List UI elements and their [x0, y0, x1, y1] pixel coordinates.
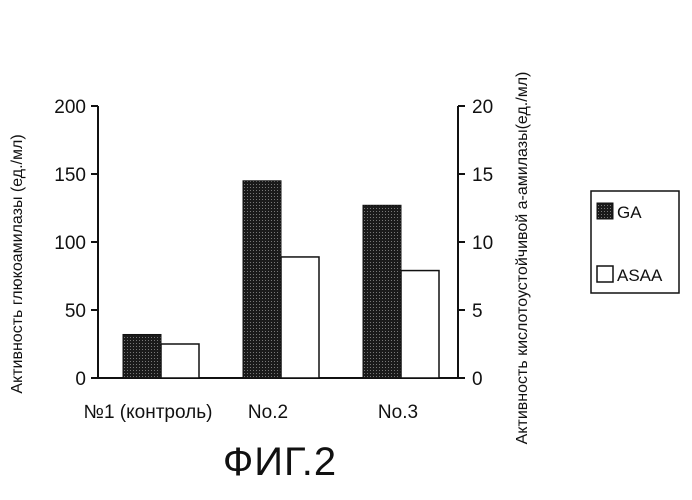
left-tick-label: 150 — [54, 165, 86, 186]
legend-label-asaa: ASAA — [617, 266, 663, 285]
legend-swatch-asaa — [596, 265, 614, 283]
bar-asaa-3 — [400, 269, 440, 379]
figure-label: ФИГ.2 — [222, 440, 338, 484]
legend-label-ga: GA — [617, 203, 642, 222]
left-tick-label: 100 — [54, 233, 86, 254]
bar-ga-3 — [362, 204, 402, 379]
left-tick-label: 50 — [65, 301, 86, 322]
right-axis-ticks: 0 5 10 15 20 — [458, 97, 493, 390]
bar-asaa-2 — [280, 256, 320, 379]
category-label: №1 (контроль) — [84, 402, 213, 423]
right-tick-label: 0 — [472, 369, 483, 390]
right-tick-label: 10 — [472, 233, 493, 254]
bar-ga-2 — [242, 180, 282, 379]
legend-swatch-ga — [596, 202, 614, 220]
bars — [122, 180, 440, 379]
category-label: No.3 — [378, 402, 418, 423]
right-tick-label: 20 — [472, 97, 493, 118]
left-axis-title: Активность глюкоамилазы (ед./мл) — [9, 134, 26, 393]
left-tick-label: 0 — [75, 369, 86, 390]
bar-ga-1 — [122, 333, 162, 379]
right-axis-title: Активность кислотоустойчивой а-амилазы(е… — [514, 72, 531, 445]
bar-asaa-1 — [160, 343, 200, 379]
category-label: No.2 — [248, 402, 288, 423]
right-tick-label: 5 — [472, 301, 483, 322]
legend: GA ASAA — [590, 190, 680, 294]
right-tick-label: 15 — [472, 165, 493, 186]
left-axis-ticks: 0 50 100 150 200 — [54, 97, 98, 390]
left-tick-label: 200 — [54, 97, 86, 118]
category-labels: №1 (контроль) No.2 No.3 — [84, 402, 419, 423]
